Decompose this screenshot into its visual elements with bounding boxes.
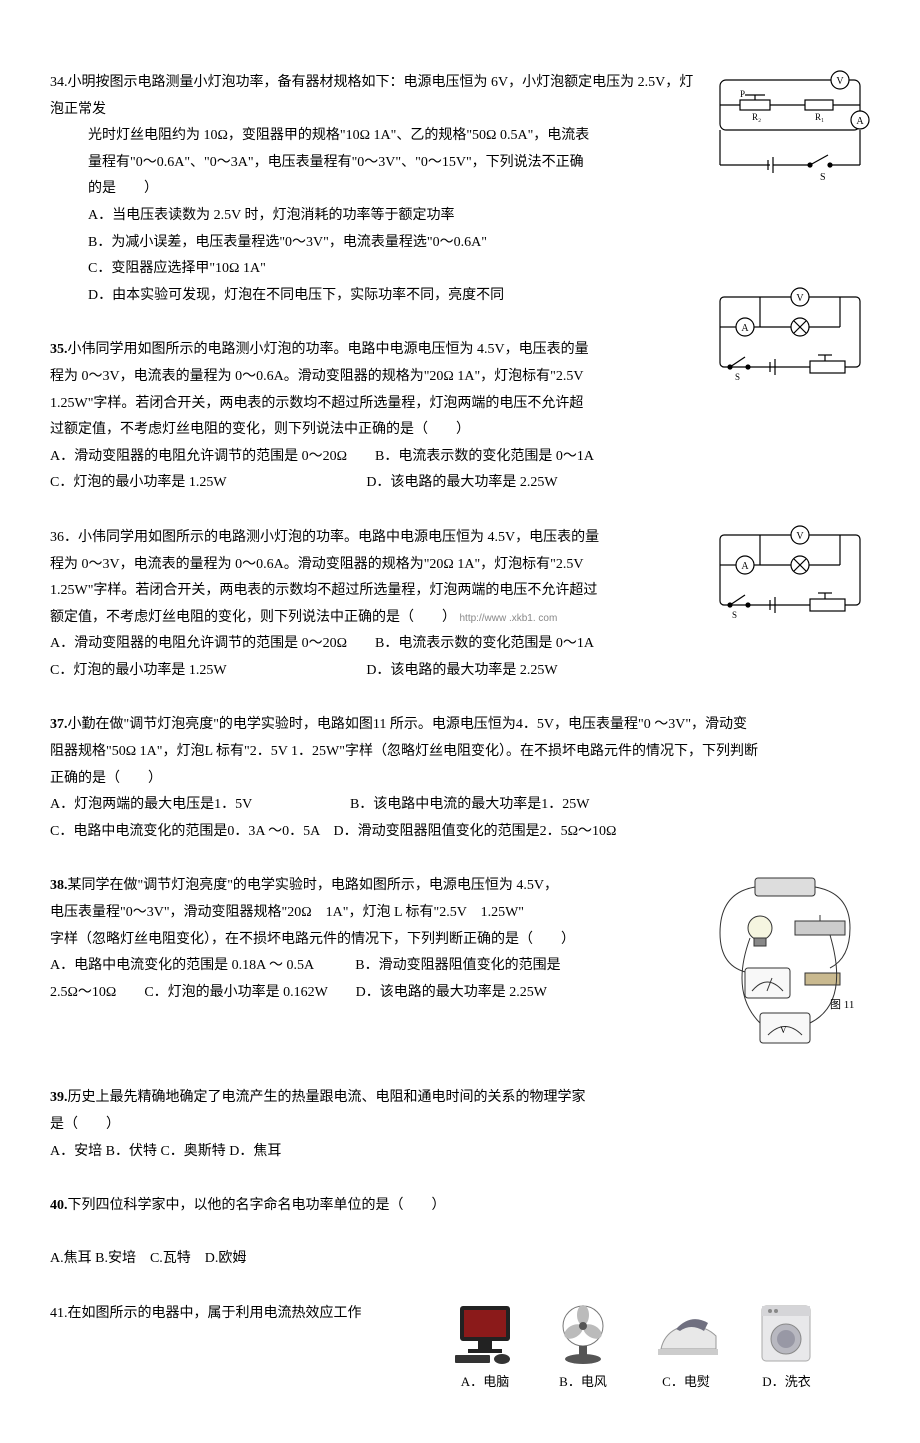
q-stem-line: 阻器规格"50Ω 1A"，灯泡L 标有"2．5V 1．25W"字样（忽略灯丝电阻… [50, 744, 758, 759]
q-number: 39. [50, 1090, 68, 1105]
q38-figure: V 图 11 [700, 873, 870, 1053]
question-36: V A S 36．小伟同学用如图所示的电路测小灯泡的功率。电路中电源电压恒为 4… [50, 525, 870, 685]
option-letter: C． [662, 1374, 684, 1389]
q-stem-line: 小明按图示电路测量小灯泡功率，备有器材规格如下：电源电压恒为 6V，小灯泡额定电… [50, 75, 693, 117]
option-c: C．灯泡的最小功率是 1.25W [50, 475, 226, 490]
fan-icon [548, 1301, 618, 1366]
circuit-diagram-icon: V P R₂ R₁ A S [710, 70, 870, 190]
svg-text:S: S [820, 172, 826, 183]
q-stem-line: 过额定值，不考虑灯丝电阻的变化，则下列说法中正确的是（ ） [50, 422, 470, 437]
option-c: C．灯泡的最小功率是 1.25W [50, 663, 226, 678]
q-number: 37. [50, 717, 68, 732]
question-40: 40.下列四位科学家中，以他的名字命名电功率单位的是（ ） A.焦耳 B.安培 … [50, 1193, 870, 1273]
q34-figure: V P R₂ R₁ A S [710, 70, 870, 190]
q-stem-line: 程为 0～3V，电流表的量程为 0～0.6A。滑动变阻器的规格为"20Ω 1A"… [50, 369, 584, 384]
svg-text:A: A [741, 561, 749, 572]
svg-text:R₁: R₁ [815, 112, 824, 122]
q-stem-line: 正确的是（ ） [50, 771, 162, 786]
svg-text:V: V [836, 76, 844, 87]
option-a: A．灯泡两端的最大电压是1．5V [50, 797, 252, 812]
option-letter: A． [461, 1374, 483, 1389]
svg-text:A: A [856, 116, 864, 127]
svg-text:S: S [735, 372, 740, 382]
q-stem-line: 是（ ） [50, 1117, 120, 1132]
q-stem-line: 小勤在做"调节灯泡亮度"的电学实验时，电路如图11 所示。电源电压恒为4．5V，… [68, 717, 748, 732]
option-b: B．该电路中电流的最大功率是1．25W [350, 797, 590, 812]
svg-text:R₂: R₂ [752, 112, 761, 122]
options: A．安培 B．伏特 C．奥斯特 D．焦耳 [50, 1144, 281, 1159]
option-d: D．该电路的最大功率是 2.25W [366, 663, 557, 678]
q-stem-line: 电压表量程"0～3V"，滑动变阻器规格"20Ω 1A"，灯泡 L 标有"2.5V… [50, 905, 524, 920]
q-stem-line: 小伟同学用如图所示的电路测小灯泡的功率。电路中电源电压恒为 4.5V，电压表的量 [68, 342, 589, 357]
appliance-computer: A．电脑 [450, 1301, 520, 1395]
svg-text:A: A [741, 323, 749, 334]
option-c: C．电路中电流变化的范围是0．3A ～0．5A [50, 824, 320, 839]
question-37: 37.小勤在做"调节灯泡亮度"的电学实验时，电路如图11 所示。电源电压恒为4．… [50, 712, 870, 845]
washer-icon [754, 1301, 819, 1366]
q-stem-line: 某同学在做"调节灯泡亮度"的电学实验时，电路如图所示，电源电压恒为 4.5V， [68, 878, 559, 893]
question-39: 39.历史上最先精确地确定了电流产生的热量跟电流、电阻和通电时间的关系的物理学家… [50, 1085, 870, 1165]
q-number: 36． [50, 530, 78, 545]
option-a: A．滑动变阻器的电阻允许调节的范围是 0～20Ω [50, 449, 347, 464]
q-stem-line: 额定值，不考虑灯丝电阻的变化，则下列说法中正确的是（ ） [50, 610, 456, 625]
q-number: 35. [50, 342, 68, 357]
svg-text:V: V [796, 293, 804, 304]
appliance-fan: B．电风 [548, 1301, 618, 1395]
q35-figure: V A S [710, 287, 870, 382]
q-stem-line: 字样（忽略灯丝电阻变化），在不损坏电路元件的情况下，下列判断正确的是（ ） [50, 932, 575, 947]
option-letter: B． [559, 1374, 581, 1389]
q36-figure: V A S [710, 525, 870, 620]
source-url: http://www .xkb1. com [460, 613, 558, 624]
option-d: D．该电路的最大功率是 2.25W [356, 985, 547, 1000]
svg-text:V: V [780, 1025, 787, 1035]
q-stem-line: 历史上最先精确地确定了电流产生的热量跟电流、电阻和通电时间的关系的物理学家 [68, 1090, 586, 1105]
circuit-photo-icon: V 图 11 [700, 873, 870, 1053]
svg-text:P: P [740, 89, 745, 99]
figure-label: 图 11 [830, 998, 854, 1011]
option-label: 电熨 [684, 1374, 710, 1389]
iron-icon [646, 1301, 726, 1366]
question-38: V 图 11 38.某同学在做"调节灯泡亮度"的电学实验时，电路如图所示，电源电… [50, 873, 870, 1057]
option-b: B．滑动变阻器阻值变化的范围是 [355, 958, 560, 973]
option-letter: D． [762, 1374, 784, 1389]
appliance-washer: D．洗衣 [754, 1301, 819, 1395]
options: A.焦耳 B.安培 C.瓦特 D.欧姆 [50, 1251, 246, 1266]
option-a: A．电路中电流变化的范围是 0.18A ～ 0.5A [50, 958, 313, 973]
q-stem-line: 程为 0～3V，电流表的量程为 0～0.6A。滑动变阻器的规格为"20Ω 1A"… [50, 557, 584, 572]
q-stem-line: 小伟同学用如图所示的电路测小灯泡的功率。电路中电源电压恒为 4.5V，电压表的量 [78, 530, 599, 545]
option-b: B．电流表示数的变化范围是 0～1A [375, 636, 594, 651]
q-stem: 下列四位科学家中，以他的名字命名电功率单位的是（ ） [68, 1198, 446, 1213]
computer-icon [450, 1301, 520, 1366]
option-a: A．当电压表读数为 2.5V 时，灯泡消耗的功率等于额定功率 [50, 203, 870, 230]
q-number: 34. [50, 75, 68, 90]
question-41: 41.在如图所示的电器中，属于利用电流热效应工作 A．电脑 [50, 1301, 870, 1395]
option-b-cont: 2.5Ω～10Ω [50, 985, 116, 1000]
option-d: D．该电路的最大功率是 2.25W [366, 475, 557, 490]
q-number: 40. [50, 1198, 68, 1213]
option-label: 洗衣 [785, 1374, 811, 1389]
option-b: B．为减小误差，电压表量程选"0～3V"，电流表量程选"0～0.6A" [50, 230, 870, 257]
q-number: 41. [50, 1306, 68, 1321]
svg-text:V: V [796, 531, 804, 542]
question-34: V P R₂ R₁ A S 34. [50, 70, 870, 309]
option-label: 电脑 [483, 1374, 509, 1389]
option-c: C．变阻器应选择甲"10Ω 1A" [50, 256, 870, 283]
q-number: 38. [50, 878, 68, 893]
option-c: C．灯泡的最小功率是 0.162W [144, 985, 327, 1000]
circuit-diagram-icon: V A S [710, 525, 870, 620]
q-stem-line: 1.25W"字样。若闭合开关，两电表的示数均不超过所选量程，灯泡两端的电压不允许… [50, 583, 597, 598]
q-stem-line: 1.25W"字样。若闭合开关，两电表的示数均不超过所选量程，灯泡两端的电压不允许… [50, 396, 583, 411]
appliance-iron: C．电熨 [646, 1301, 726, 1395]
option-a: A．滑动变阻器的电阻允许调节的范围是 0～20Ω [50, 636, 347, 651]
option-b: B．电流表示数的变化范围是 0～1A [375, 449, 594, 464]
question-35: V A S 35.小伟同学用如图所示的电路测小灯泡的功率。电路中电源电压恒为 4… [50, 337, 870, 497]
circuit-diagram-icon: V A S [710, 287, 870, 382]
option-d: D．滑动变阻器阻值变化的范围是2．5Ω～10Ω [334, 824, 617, 839]
svg-text:S: S [732, 610, 737, 620]
q-stem: 在如图所示的电器中，属于利用电流热效应工作 [68, 1306, 362, 1321]
option-label: 电风 [581, 1374, 607, 1389]
